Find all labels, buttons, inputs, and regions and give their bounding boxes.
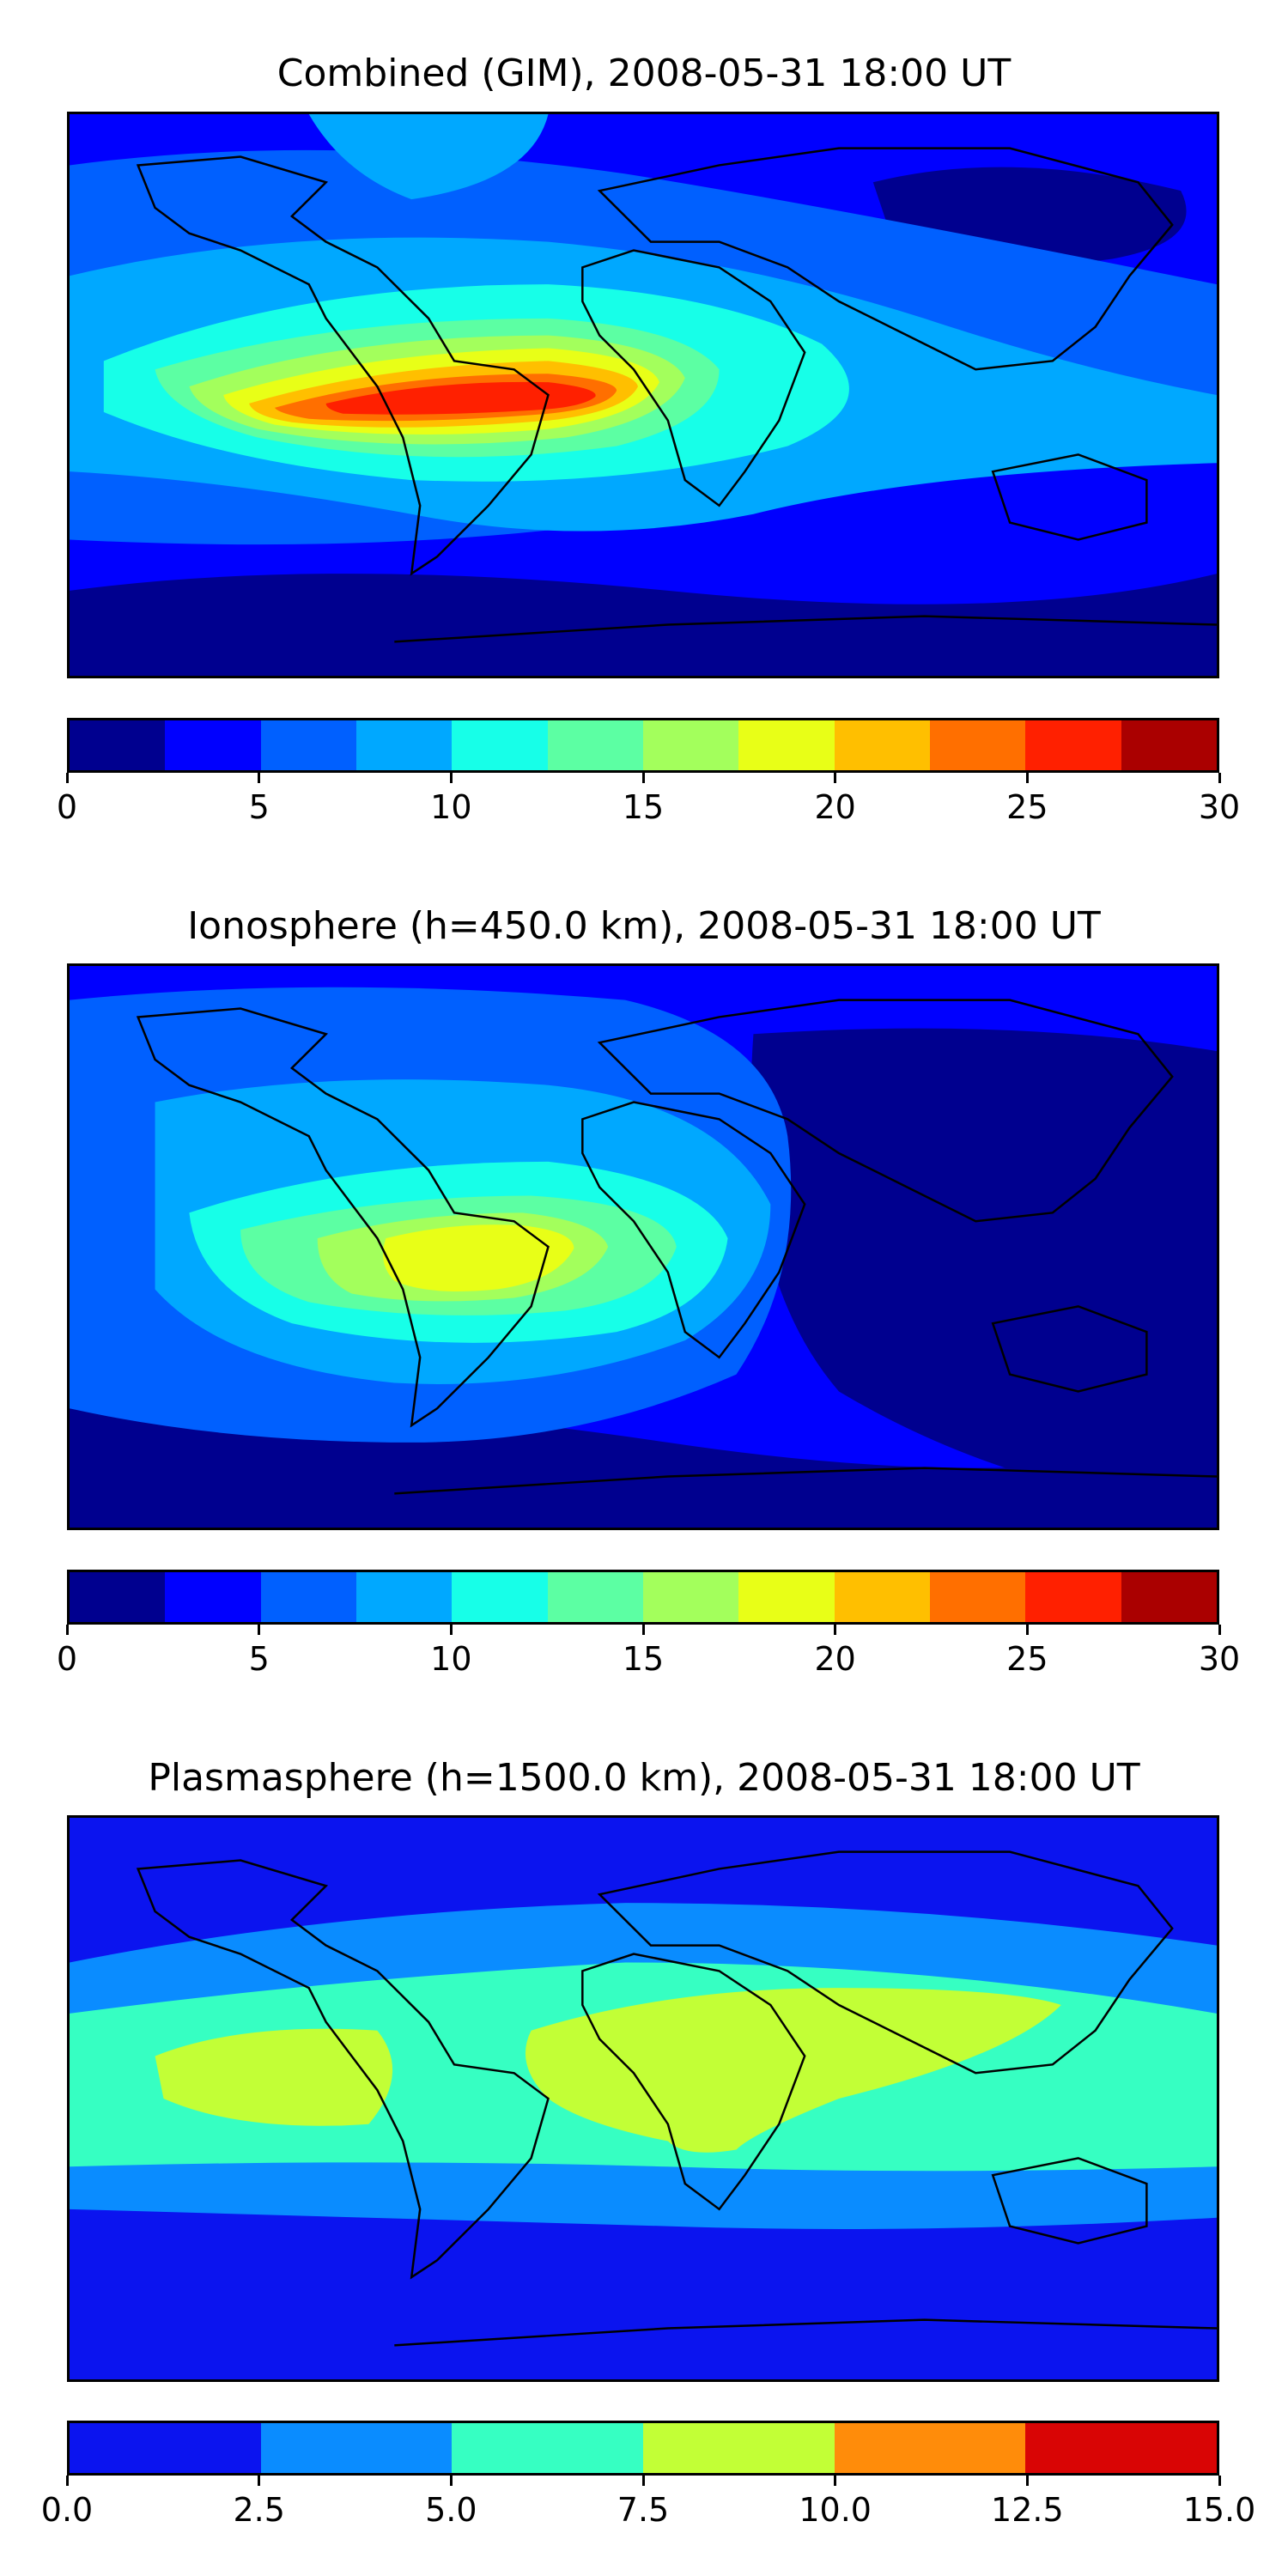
- colorbar-tick-label: 30: [1198, 1640, 1241, 1678]
- colorbar-tick-label: 7.5: [617, 2491, 670, 2529]
- colorbar-segment: [738, 1572, 835, 1622]
- coastlines: [136, 999, 1217, 1495]
- colorbar-segment: [452, 2423, 644, 2473]
- colorbar-segment: [452, 1572, 548, 1622]
- colorbar-tick-label: 12.5: [991, 2491, 1064, 2529]
- panel-3-colorbar-ticks: 0.0 2.5 5.0 7.5 10.0 12.5 15.0: [41, 2476, 1255, 2529]
- colorbar-tick-label: 0: [56, 788, 78, 826]
- colorbar-segment: [1121, 1572, 1217, 1622]
- colorbar-tick-label: 10: [430, 788, 472, 826]
- colorbar-segment: [547, 1572, 643, 1622]
- colorbar-segment: [355, 720, 453, 770]
- colorbar-segment: [70, 720, 166, 770]
- panel-2-contour-map: [70, 966, 1217, 1528]
- panel-2-colorbar-ticks: 0 5 10 15 20 25 30: [57, 1625, 1240, 1678]
- colorbar-tick-label: 5.0: [425, 2491, 477, 2529]
- band-0-east: [750, 1028, 1217, 1511]
- colorbar-segment: [642, 720, 739, 770]
- colorbar-segment: [1121, 720, 1217, 770]
- panel-1-colorbar: [67, 718, 1219, 773]
- coastlines: [136, 1850, 1217, 2347]
- colorbar-segment: [260, 1572, 356, 1622]
- colorbar-segment: [834, 2423, 1026, 2473]
- colorbar-segment: [260, 2423, 453, 2473]
- colorbar-segment: [642, 1572, 739, 1622]
- colorbar-tick-label: 10.0: [799, 2491, 872, 2529]
- colorbar-tick-label: 25: [1006, 788, 1048, 826]
- panel-1-map: [67, 112, 1219, 678]
- colorbar-tick-label: 0.0: [40, 2491, 94, 2529]
- colorbar-tick-label: 25: [1006, 1640, 1048, 1678]
- colorbar-segment: [165, 720, 261, 770]
- coastlines: [136, 147, 1217, 643]
- colorbar-segment: [70, 1572, 166, 1622]
- panel-1-contour-map: [70, 114, 1217, 676]
- colorbar-segment: [452, 720, 548, 770]
- colorbar-segment: [165, 1572, 261, 1622]
- colorbar-tick-label: 10: [430, 1640, 472, 1678]
- panel-3-colorbar: [67, 2421, 1219, 2476]
- colorbar-segment: [929, 1572, 1026, 1622]
- colorbar-segment: [834, 1572, 930, 1622]
- colorbar-segment: [260, 720, 356, 770]
- colorbar-tick-label: 20: [814, 1640, 856, 1678]
- colorbar-segment: [738, 720, 835, 770]
- panel-2-title: Ionosphere (h=450.0 km), 2008-05-31 18:0…: [187, 904, 1101, 948]
- colorbar-tick-label: 0: [56, 1640, 78, 1678]
- colorbar-tick-label: 15.0: [1182, 2491, 1256, 2529]
- panel-2-map: [67, 963, 1219, 1530]
- colorbar-segment: [70, 2423, 261, 2473]
- colorbar-segment: [355, 1572, 453, 1622]
- panel-3-map: [67, 1815, 1219, 2382]
- colorbar-tick-label: 15: [622, 788, 665, 826]
- colorbar-segment: [929, 720, 1026, 770]
- colorbar-segment: [1025, 720, 1121, 770]
- colorbar-segment: [643, 2423, 835, 2473]
- colorbar-tick-label: 20: [814, 788, 856, 826]
- colorbar-tick-label: 5: [248, 1640, 270, 1678]
- panel-1-colorbar-ticks: 0 5 10 15 20 25 30: [57, 773, 1240, 826]
- colorbar-tick-label: 2.5: [233, 2491, 285, 2529]
- panel-1-title: Combined (GIM), 2008-05-31 18:00 UT: [276, 52, 1012, 95]
- colorbar-segment: [1025, 2423, 1218, 2473]
- colorbar-segment: [547, 720, 643, 770]
- band-17: [383, 1224, 574, 1291]
- colorbar-tick-label: 5: [248, 788, 270, 826]
- colorbar-tick-label: 15: [622, 1640, 665, 1678]
- band-10-north: [308, 114, 549, 200]
- band-27: [325, 381, 596, 415]
- colorbar-segment: [1025, 1572, 1121, 1622]
- panel-3-title: Plasmasphere (h=1500.0 km), 2008-05-31 1…: [148, 1756, 1140, 1800]
- colorbar-tick-label: 30: [1198, 788, 1241, 826]
- panel-3-contour-map: [70, 1818, 1217, 2379]
- band-7.5-west: [155, 2028, 393, 2126]
- band-0-south: [70, 574, 1217, 676]
- colorbar-segment: [834, 720, 930, 770]
- panel-2-colorbar: [67, 1570, 1219, 1625]
